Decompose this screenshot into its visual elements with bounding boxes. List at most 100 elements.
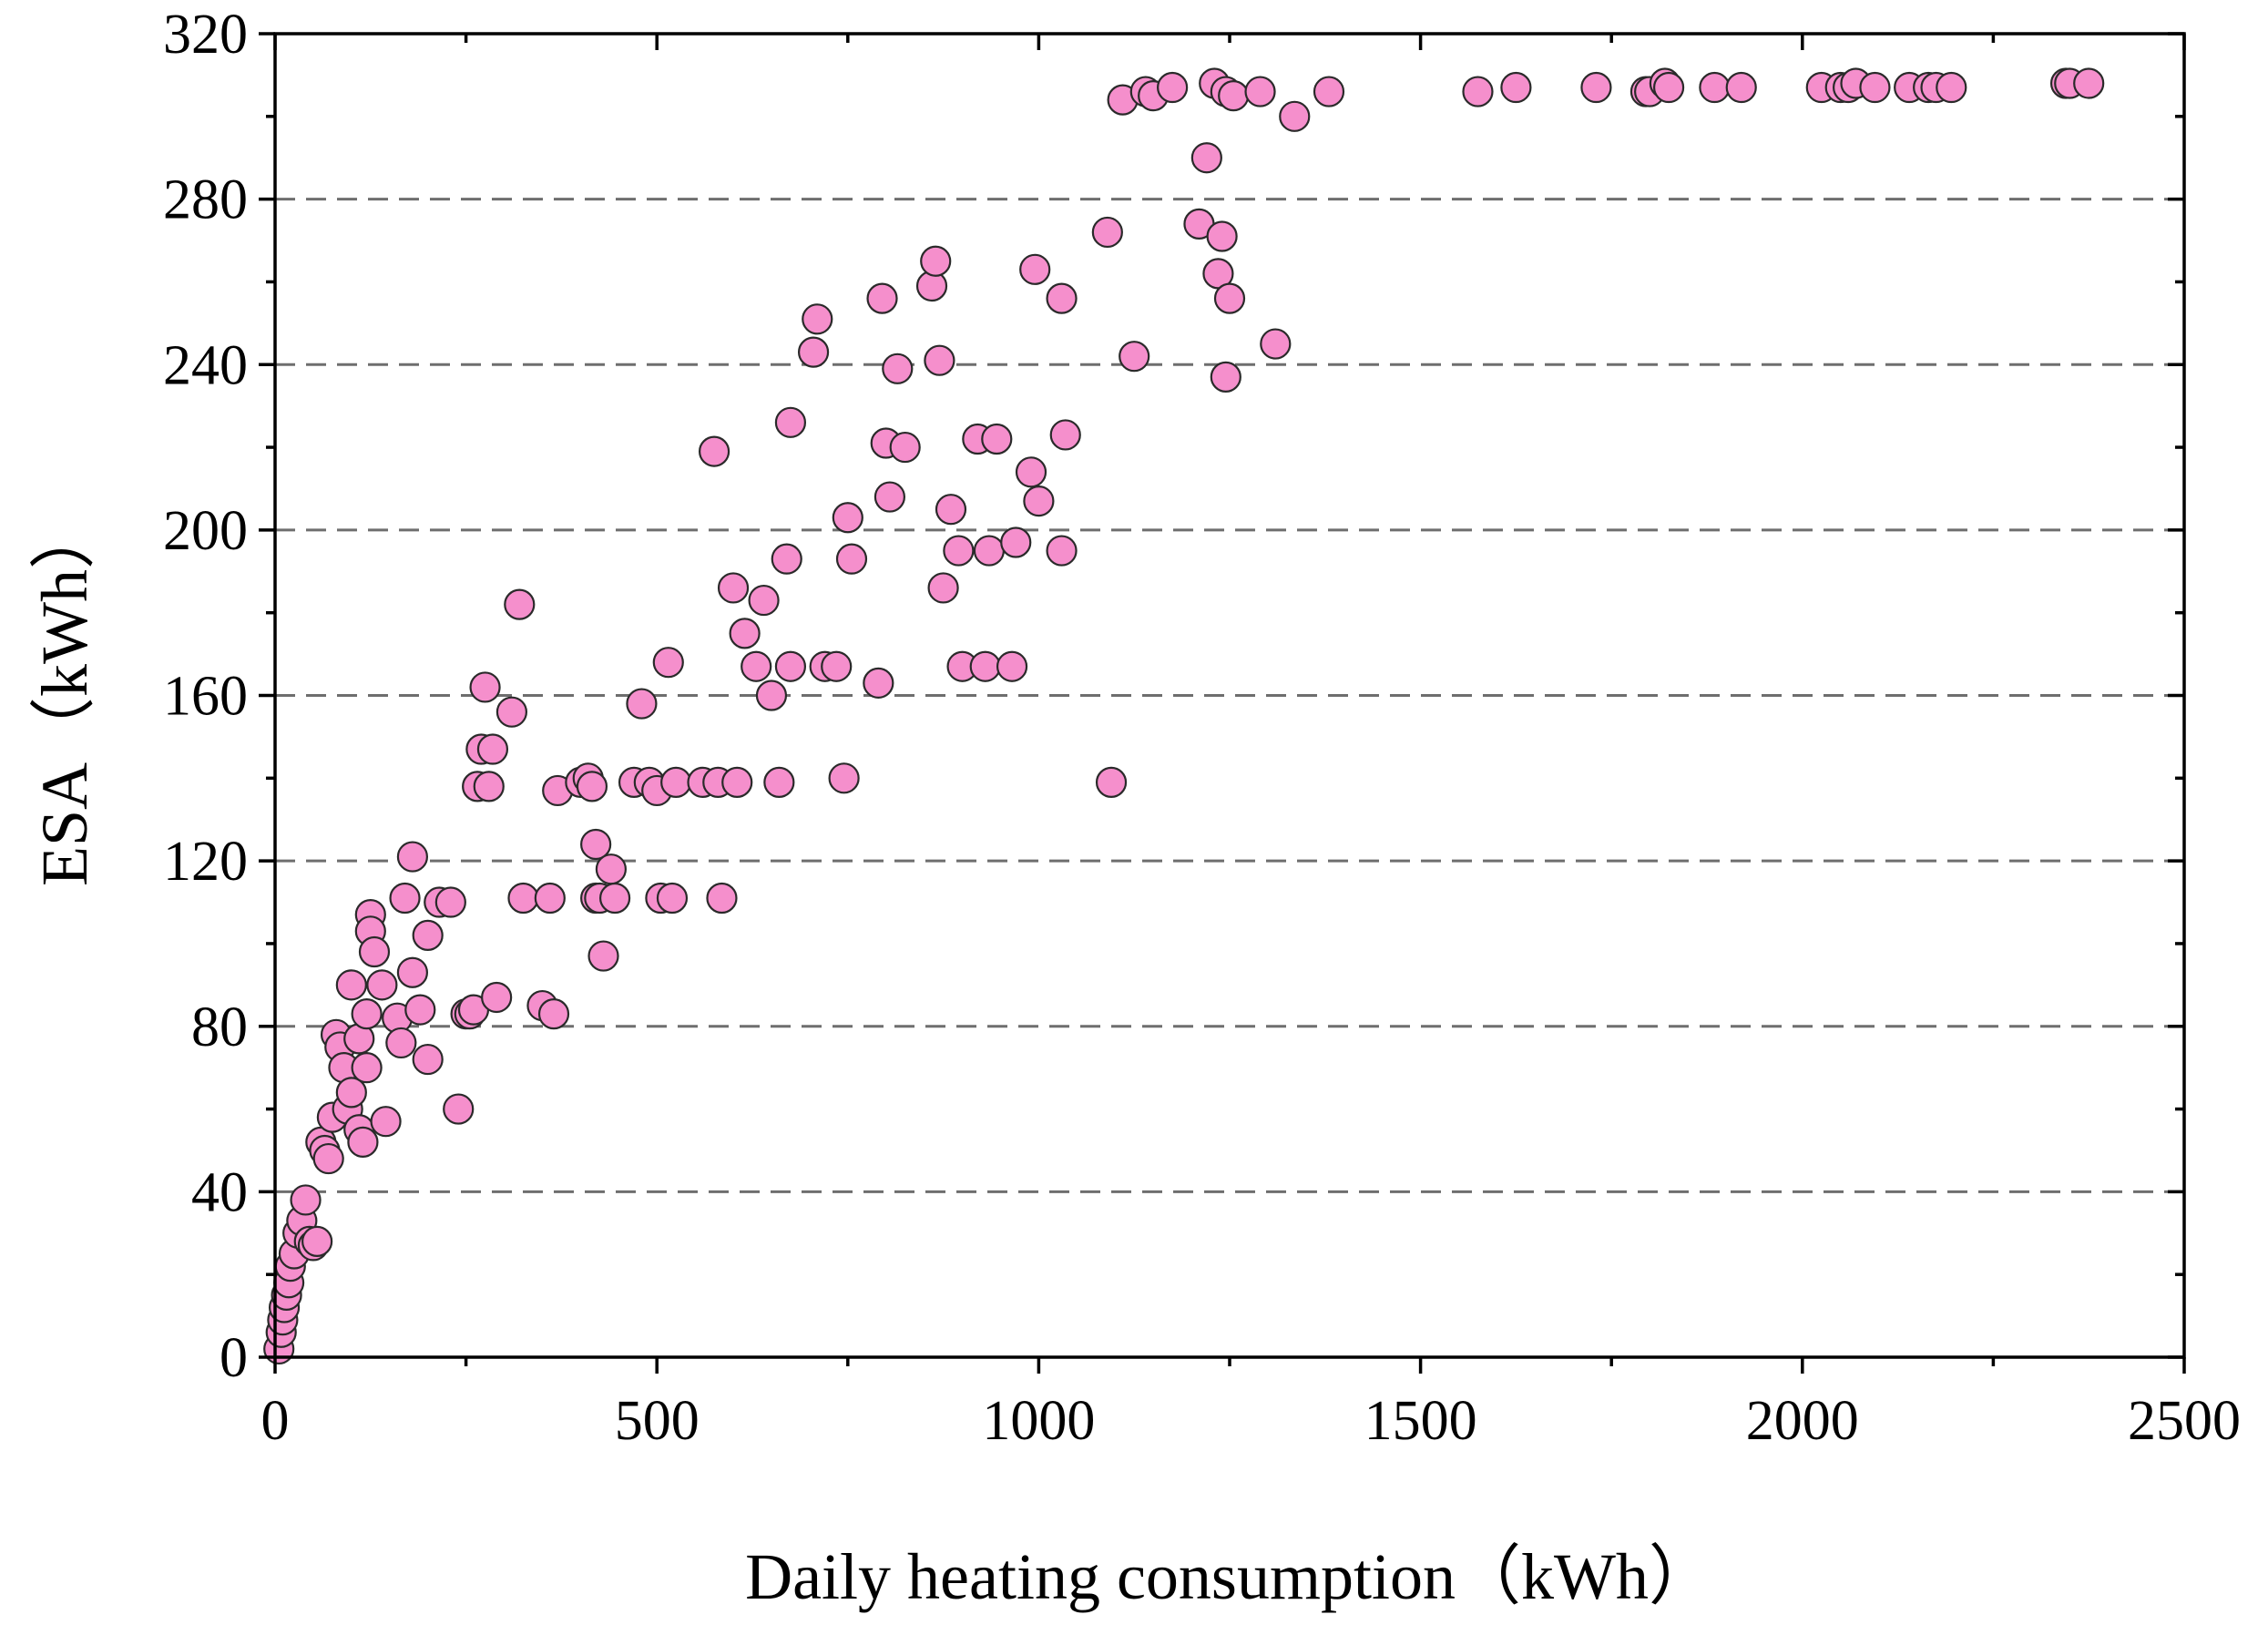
scatter-point	[1244, 76, 1276, 107]
scatter-point	[1580, 71, 1612, 104]
scatter-point	[1046, 282, 1078, 314]
scatter-point	[1049, 419, 1081, 451]
y-tick-label: 200	[163, 500, 248, 562]
x-axis-title: Daily heating consumption（kWh）	[745, 1540, 1714, 1613]
scatter-point	[832, 502, 863, 534]
scatter-point	[828, 762, 860, 794]
scatter-point	[717, 572, 750, 604]
scatter-point	[969, 650, 1001, 682]
x-tick-label: 1000	[982, 1390, 1095, 1452]
scatter-point	[598, 882, 631, 915]
scatter-point	[882, 353, 914, 384]
scatter-point	[721, 766, 753, 798]
gridlines	[275, 198, 2184, 1359]
scatter-point	[580, 828, 612, 861]
scatter-point	[301, 1225, 333, 1257]
scatter-point	[495, 696, 528, 728]
x-tick-label: 2000	[1746, 1390, 1859, 1452]
scatter-point	[626, 688, 658, 720]
scatter-point	[396, 841, 429, 873]
scatter-point	[481, 981, 513, 1014]
scatter-point	[370, 1106, 402, 1138]
scatter-point	[755, 680, 788, 711]
scatter-point	[412, 1043, 444, 1076]
scatter-point	[660, 766, 692, 798]
scatter-point	[358, 935, 391, 968]
scatter-point	[1210, 361, 1241, 393]
scatter-point	[312, 1142, 344, 1175]
scatter-point	[1462, 76, 1494, 107]
scatter-point	[1119, 341, 1150, 373]
scatter-point	[404, 994, 436, 1026]
scatter-point	[1000, 526, 1032, 558]
scatter-point	[729, 618, 761, 649]
scatter-point	[385, 1027, 417, 1059]
scatter-point	[1279, 100, 1311, 132]
y-tick-label: 40	[191, 1161, 248, 1223]
scatter-point	[534, 882, 566, 915]
scatter-point	[774, 650, 807, 682]
scatter-point	[1046, 535, 1078, 567]
scatter-point	[1260, 328, 1292, 360]
scatter-point	[1015, 456, 1047, 488]
scatter-point	[924, 344, 955, 376]
scatter-point	[476, 733, 509, 765]
scatter-point	[2073, 67, 2105, 99]
y-axis-title: ESA（kWh）	[28, 504, 101, 886]
scatter-point	[920, 245, 952, 277]
x-tick-label: 1500	[1364, 1390, 1477, 1452]
y-tick-label: 280	[163, 169, 248, 231]
y-tick-label: 80	[191, 996, 248, 1058]
scatter-point	[576, 771, 608, 802]
scatter-point	[469, 671, 501, 703]
y-tick-label: 120	[163, 831, 248, 893]
scatter-point	[335, 1077, 367, 1109]
scatter-point	[943, 535, 975, 567]
x-tick-label: 500	[615, 1390, 700, 1452]
scatter-point	[396, 956, 429, 988]
scatter-point	[335, 969, 367, 1001]
scatter-point	[1218, 80, 1250, 112]
scatter-point	[771, 543, 802, 575]
scatter-point	[351, 998, 383, 1030]
y-tick-label: 240	[163, 334, 248, 396]
scatter-point	[1091, 216, 1123, 249]
y-tick-label: 160	[163, 666, 248, 728]
scatter-point	[889, 431, 921, 464]
scatter-point	[996, 650, 1028, 682]
scatter-point	[290, 1184, 322, 1216]
scatter-point	[935, 494, 967, 526]
scatter-point	[866, 282, 898, 314]
scatter-point	[412, 919, 444, 951]
scatter-point	[389, 882, 421, 915]
scatter-point	[504, 588, 536, 620]
scatter-point	[1023, 485, 1055, 517]
x-tick-label: 2500	[2128, 1390, 2241, 1452]
scatter-point	[1206, 220, 1238, 252]
scatter-point	[835, 543, 868, 575]
scatter-point	[873, 481, 906, 513]
scatter-point	[507, 882, 539, 915]
scatter-point	[1936, 71, 1967, 104]
scatter-point	[927, 572, 959, 604]
scatter-point	[741, 650, 772, 682]
scatter-point	[347, 1126, 379, 1158]
scatter-point	[797, 336, 830, 368]
scatter-point	[1313, 76, 1345, 107]
scatter-point	[1157, 71, 1189, 104]
scatter-point	[595, 853, 627, 885]
scatter-point	[802, 303, 833, 335]
scatter-point	[1095, 766, 1128, 798]
x-tick-label: 0	[261, 1390, 290, 1452]
scatter-point	[763, 766, 795, 798]
scatter-point	[1213, 282, 1246, 314]
scatter-point	[863, 667, 894, 699]
scatter-point	[706, 882, 738, 915]
scatter-point	[587, 940, 619, 972]
axis-ticks	[259, 32, 2186, 1374]
scatter-point	[537, 998, 570, 1030]
scatter-point	[656, 882, 689, 915]
scatter-point	[473, 771, 505, 802]
scatter-point	[1019, 253, 1051, 285]
